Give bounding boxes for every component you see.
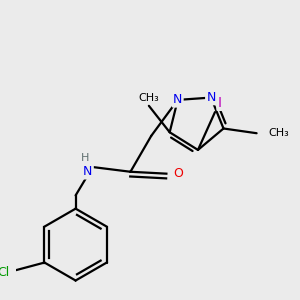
Text: N: N — [206, 91, 216, 104]
Text: N: N — [83, 165, 93, 178]
Text: N: N — [173, 93, 182, 106]
Text: Cl: Cl — [0, 266, 9, 278]
Text: O: O — [173, 167, 183, 180]
Text: CH₃: CH₃ — [268, 128, 289, 138]
Text: CH₃: CH₃ — [139, 93, 159, 103]
Text: H: H — [81, 153, 89, 163]
Text: I: I — [218, 96, 222, 110]
